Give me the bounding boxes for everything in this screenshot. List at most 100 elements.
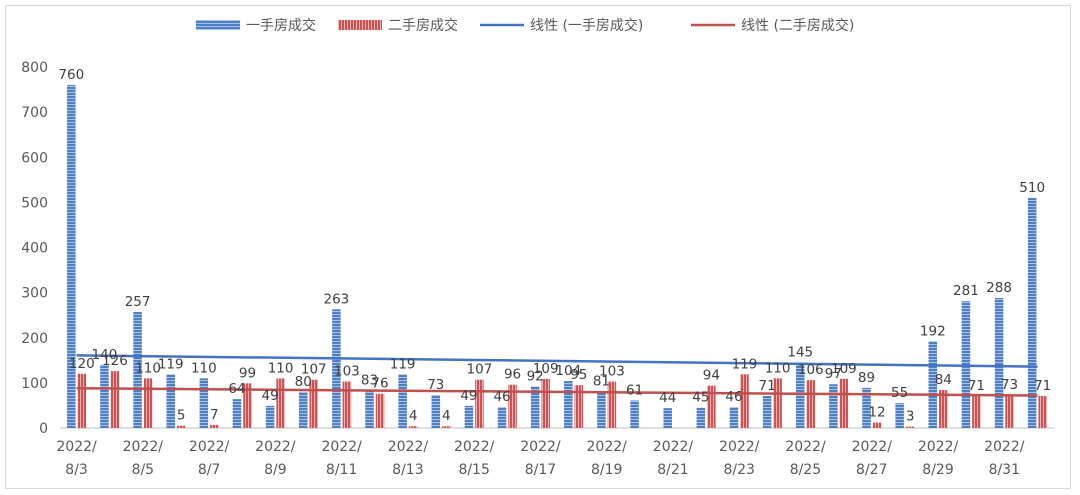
x-tick-label-line1: 2022/: [587, 439, 628, 455]
data-label-new-home: 281: [953, 283, 979, 299]
x-tick-label-line1: 2022/: [653, 439, 694, 455]
bar-resale-home: [475, 379, 484, 428]
data-label-resale-home: 4: [442, 408, 451, 424]
bar-resale-home: [176, 425, 186, 428]
bar-resale-home: [839, 378, 849, 428]
x-tick-label-line1: 2022/: [56, 439, 97, 455]
bar-new-home: [895, 403, 904, 428]
data-label-resale-home: 110: [765, 360, 791, 376]
y-tick-label: 400: [21, 241, 48, 257]
bar-new-home: [1027, 197, 1037, 428]
data-label-new-home: 140: [92, 347, 118, 363]
bar-new-home: [497, 407, 507, 428]
bar-resale-home: [541, 378, 550, 428]
x-tick-label-line2: 8/9: [264, 462, 287, 478]
bar-new-home: [862, 387, 871, 428]
legend-label-trend-resale-home: 线性 (二手房成交): [741, 17, 854, 34]
data-label-resale-home: 107: [467, 362, 493, 378]
bar-new-home: [232, 399, 242, 428]
bar-new-home: [829, 384, 838, 428]
y-axis: 0 100 200 300 400 500 600 700 800: [21, 60, 1054, 437]
data-label-new-home: 110: [191, 360, 217, 376]
x-tick-label-line1: 2022/: [255, 439, 296, 455]
x-tick-label-line1: 2022/: [719, 439, 760, 455]
bar-resale-home: [1038, 395, 1047, 428]
data-label-new-home: 192: [920, 323, 946, 339]
y-tick-label: 500: [21, 195, 48, 211]
bar-resale-home: [1005, 395, 1014, 428]
data-label-resale-home: 94: [703, 368, 720, 384]
bar-new-home: [928, 341, 938, 428]
x-tick-label-line1: 2022/: [852, 439, 893, 455]
x-tick-label-line1: 2022/: [984, 439, 1025, 455]
x-tick-label-line1: 2022/: [918, 439, 959, 455]
bar-new-home: [729, 407, 739, 428]
bar-new-home: [663, 408, 672, 428]
data-label-new-home: 64: [228, 381, 245, 397]
bar-resale-home: [773, 378, 782, 428]
x-tick-label-line1: 2022/: [454, 439, 495, 455]
y-tick-label: 800: [21, 60, 48, 76]
bar-new-home: [464, 405, 474, 428]
x-tick-label-line2: 8/31: [989, 462, 1020, 478]
data-label-new-home: 257: [125, 294, 151, 310]
bar-new-home: [530, 386, 540, 428]
data-label-new-home: 55: [891, 385, 908, 401]
legend-swatch-new-home: [196, 20, 240, 30]
bar-resale-home: [939, 390, 948, 428]
bar-new-home: [696, 407, 706, 428]
data-label-resale-home: 12: [868, 405, 885, 421]
data-label-new-home: 145: [787, 345, 813, 361]
bar-new-home: [564, 381, 573, 428]
data-label-new-home: 61: [626, 382, 643, 398]
x-tick-label-line2: 8/25: [790, 462, 821, 478]
x-tick-label-line1: 2022/: [189, 439, 230, 455]
data-label-new-home: 89: [858, 370, 875, 386]
data-label-resale-home: 4: [409, 408, 418, 424]
data-label-new-home: 49: [262, 388, 279, 404]
x-tick-label-line2: 8/17: [525, 462, 556, 478]
data-label-new-home: 46: [493, 389, 510, 405]
bar-resale-home: [210, 424, 219, 428]
bar-new-home: [166, 374, 175, 428]
y-tick-label: 200: [21, 331, 48, 347]
bar-resale-home: [872, 422, 882, 428]
data-label-resale-home: 119: [732, 356, 758, 372]
data-label-resale-home: 76: [371, 376, 388, 392]
x-tick-label-line2: 8/19: [591, 462, 622, 478]
chart-frame: 一手房成交 二手房成交 线性 (一手房成交) 线性 (二手房成交) 0 100 200 30…: [5, 5, 1071, 489]
bar-new-home: [332, 309, 341, 428]
y-tick-label: 100: [21, 376, 48, 392]
data-label-new-home: 45: [692, 390, 709, 406]
bar-resale-home: [442, 426, 451, 428]
x-tick-label-line2: 8/5: [132, 462, 155, 478]
data-label-new-home: 119: [158, 356, 184, 372]
y-tick-label: 0: [39, 421, 48, 437]
bar-new-home: [100, 364, 109, 428]
data-label-resale-home: 96: [504, 367, 521, 383]
bar-resale-home: [375, 393, 385, 428]
bar-new-home: [994, 298, 1004, 428]
bar-resale-home: [309, 379, 318, 428]
bar-new-home: [597, 391, 606, 428]
trendlines: [76, 354, 1038, 397]
data-label-new-home: 760: [58, 67, 84, 83]
data-label-new-home: 71: [759, 378, 776, 394]
data-label-resale-home: 71: [1034, 378, 1051, 394]
bar-new-home: [133, 312, 142, 428]
data-label-resale-home: 103: [599, 364, 625, 380]
data-label-resale-home: 103: [334, 364, 360, 380]
data-label-resale-home: 109: [533, 361, 559, 377]
x-tick-label-line2: 8/23: [724, 462, 755, 478]
data-label-new-home: 510: [1019, 180, 1045, 196]
x-tick-label-line2: 8/15: [458, 462, 489, 478]
data-label-new-home: 46: [725, 389, 742, 405]
bar-new-home: [199, 378, 209, 428]
data-label-new-home: 263: [323, 291, 349, 307]
chart-svg: 一手房成交 二手房成交 线性 (一手房成交) 线性 (二手房成交) 0 100 200 30…: [21, 17, 1054, 478]
y-tick-label: 300: [21, 286, 48, 302]
data-label-resale-home: 126: [102, 353, 128, 369]
bar-new-home: [630, 400, 639, 428]
data-label-resale-home: 99: [239, 365, 256, 381]
x-tick-label-line2: 8/29: [922, 462, 953, 478]
